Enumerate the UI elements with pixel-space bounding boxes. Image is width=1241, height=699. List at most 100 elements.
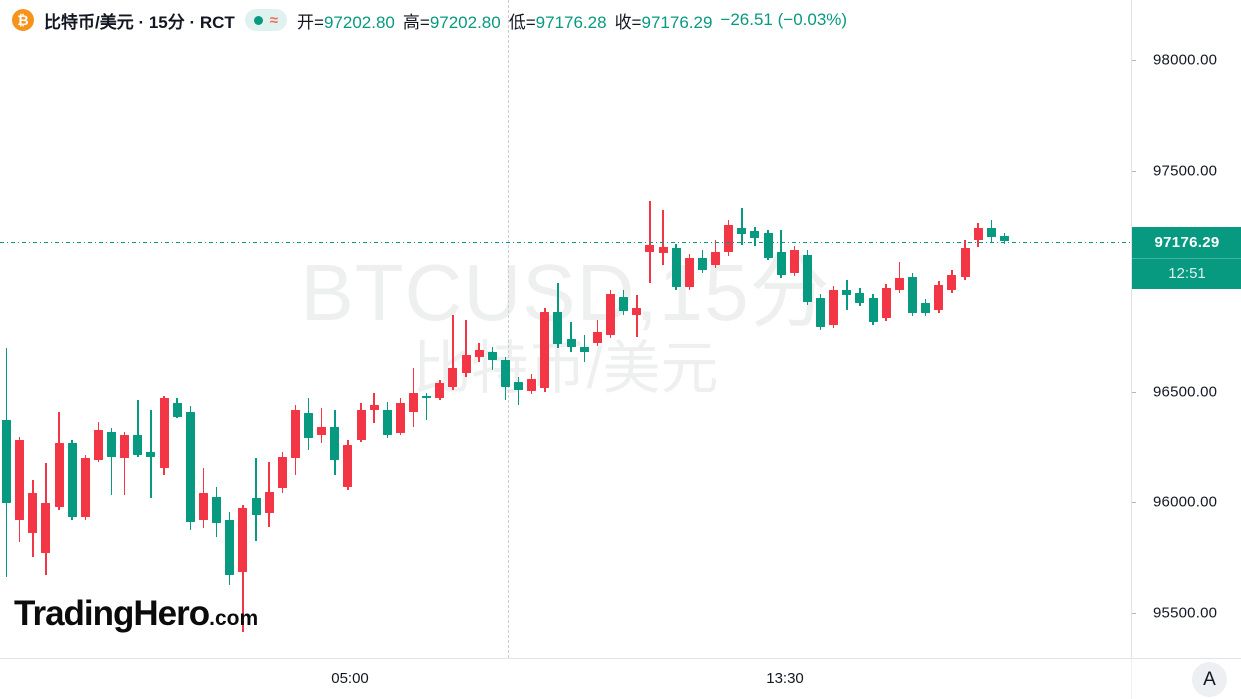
candle-body — [225, 520, 234, 575]
price-axis-tick — [1132, 60, 1136, 61]
candle-body — [737, 228, 746, 234]
candle-body — [1000, 236, 1009, 241]
chart-legend: ₿ 比特币/美元 · 15分 · RCT ≈ 开=97202.80 高=9720… — [12, 7, 847, 33]
logo-suffix: .com — [209, 607, 258, 631]
candle-body — [764, 233, 773, 258]
candle-body — [698, 258, 707, 270]
candle-body — [160, 398, 169, 468]
candle-body — [120, 435, 129, 458]
candle-body — [370, 405, 379, 410]
candle-body — [212, 497, 221, 523]
candle-body — [908, 277, 917, 313]
candle-body — [895, 278, 904, 290]
candle-body — [934, 285, 943, 310]
candlestick-series — [0, 0, 1131, 658]
candle-body — [855, 293, 864, 303]
candle-wick — [846, 280, 848, 310]
candle-body — [514, 382, 523, 390]
candle-body — [947, 275, 956, 290]
candle-body — [55, 443, 64, 507]
open-value: 97202.80 — [324, 13, 395, 32]
candle-body — [94, 430, 103, 460]
candle-body — [527, 379, 536, 391]
candle-body — [619, 297, 628, 311]
candle-body — [238, 508, 247, 572]
low-label: 低= — [509, 13, 536, 32]
candle-wick — [636, 295, 638, 337]
candle-body — [357, 410, 366, 440]
approx-data-icon: ≈ — [270, 13, 278, 28]
candle-body — [921, 303, 930, 313]
candle-body — [632, 308, 641, 315]
candle-body — [41, 503, 50, 553]
market-open-dot-icon — [254, 16, 263, 25]
candle-body — [750, 231, 759, 238]
candle-body — [291, 410, 300, 458]
candle-body — [448, 368, 457, 387]
symbol-title[interactable]: 比特币/美元 · 15分 · RCT — [44, 8, 235, 33]
close-value: 97176.29 — [642, 13, 713, 32]
last-price-badge: 97176.29 12:51 — [1132, 227, 1241, 289]
price-axis-tick — [1132, 392, 1136, 393]
close-label: 收= — [615, 13, 642, 32]
candle-body — [435, 383, 444, 398]
candle-body — [107, 432, 116, 457]
candle-body — [475, 350, 484, 357]
open-label: 开= — [297, 13, 324, 32]
last-price-line — [0, 242, 1131, 243]
candle-body — [15, 440, 24, 520]
price-axis[interactable]: 97176.29 12:51 98000.0097500.0096500.009… — [1131, 0, 1241, 658]
candle-body — [593, 332, 602, 343]
high-label: 高= — [403, 13, 430, 32]
price-axis-tick — [1132, 171, 1136, 172]
candle-body — [882, 288, 891, 318]
candle-body — [186, 412, 195, 522]
candle-body — [777, 252, 786, 275]
change-value: −26.51 (−0.03%) — [720, 10, 847, 30]
candle-body — [974, 228, 983, 240]
candle-body — [409, 393, 418, 412]
time-axis[interactable]: A 05:00 13:30 — [0, 658, 1241, 699]
candle-body — [724, 225, 733, 252]
high-value: 97202.80 — [430, 13, 501, 32]
candle-body — [961, 248, 970, 277]
candle-body — [81, 458, 90, 517]
time-axis-label: 13:30 — [766, 670, 804, 687]
candle-body — [173, 403, 182, 417]
candle-body — [501, 360, 510, 387]
market-status-pill[interactable]: ≈ — [245, 9, 287, 31]
corner-a-button[interactable]: A — [1192, 662, 1227, 697]
bitcoin-icon: ₿ — [12, 9, 34, 31]
price-chart[interactable]: BTCUSD,15分 比特币/美元 — [0, 0, 1131, 658]
candle-body — [317, 427, 326, 435]
last-price-label: 97176.29 — [1132, 227, 1241, 258]
candle-wick — [570, 322, 572, 352]
price-axis-tick — [1132, 502, 1136, 503]
candle-body — [28, 493, 37, 533]
logo-text: TradingHero — [14, 594, 209, 634]
candle-body — [803, 255, 812, 302]
candle-wick — [321, 408, 323, 443]
candle-body — [304, 413, 313, 438]
candle-body — [685, 258, 694, 287]
axis-corner-divider — [1131, 659, 1132, 699]
candle-body — [422, 396, 431, 398]
candle-body — [672, 248, 681, 287]
candle-body — [278, 457, 287, 488]
candle-body — [790, 250, 799, 273]
price-axis-label: 97500.00 — [1153, 162, 1217, 179]
candle-body — [606, 294, 615, 335]
candle-body — [133, 435, 142, 455]
candle-body — [146, 452, 155, 457]
bar-countdown: 12:51 — [1132, 258, 1241, 289]
candle-body — [659, 247, 668, 253]
candle-body — [842, 290, 851, 295]
candle-body — [462, 355, 471, 373]
candle-body — [68, 443, 77, 517]
candle-body — [252, 498, 261, 515]
candle-body — [540, 312, 549, 388]
time-axis-label: 05:00 — [331, 670, 369, 687]
tradinghero-logo: TradingHero .com — [14, 594, 258, 634]
price-axis-label: 98000.00 — [1153, 51, 1217, 68]
candle-wick — [741, 208, 743, 245]
